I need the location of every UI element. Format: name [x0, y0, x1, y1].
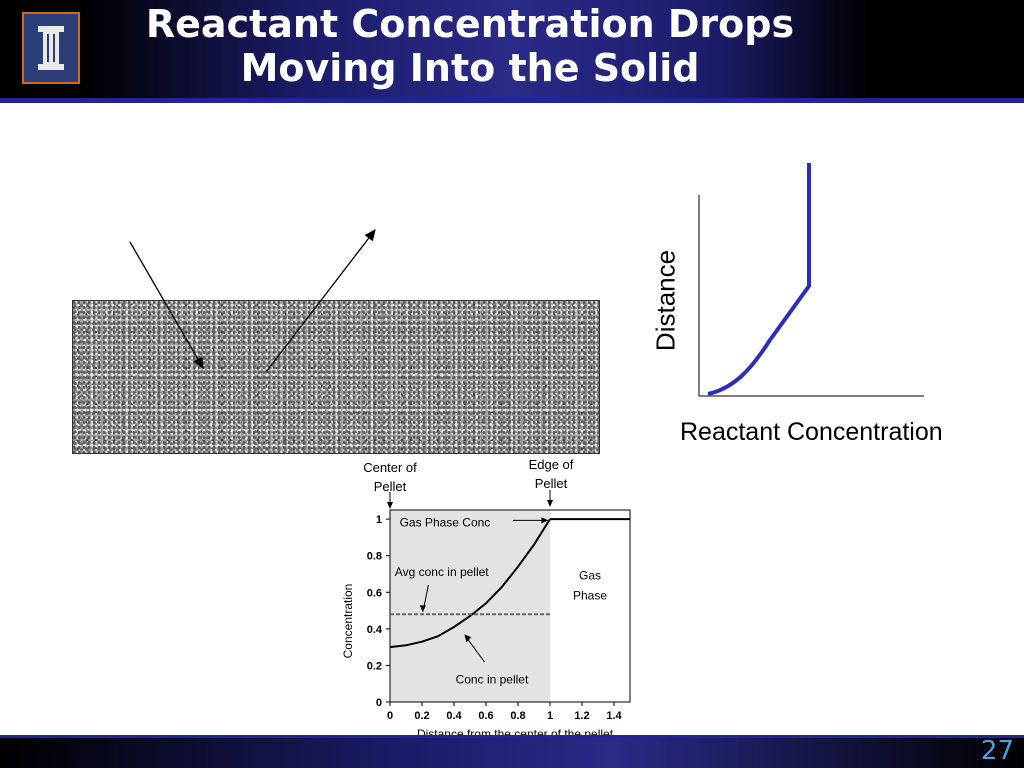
- annotation-gas-phase-line-2: Phase: [573, 589, 607, 603]
- edge-label-line-1: Edge of: [528, 457, 574, 472]
- concentration-chart: 00.20.40.60.810 0.2 0.4 0.6 0.8 1 1.2 1.4Distan…: [341, 509, 631, 741]
- x-tick-label: 0.8: [510, 710, 525, 722]
- y-tick-label: 0: [376, 697, 382, 709]
- annotation-gas-phase-arrowhead: [541, 517, 549, 524]
- slide-title: Reactant Concentration Drops Moving Into…: [100, 2, 840, 90]
- y-tick-label: 1: [376, 514, 382, 526]
- pellet-region-shade: [390, 510, 550, 702]
- reactant-concentration-label: Reactant Concentration: [680, 418, 943, 446]
- y-tick-label: 0.6: [367, 587, 382, 599]
- slide-header: [0, 0, 1024, 100]
- plot-frame: [389, 509, 631, 703]
- edge-label-line-2: Pellet: [534, 476, 568, 491]
- slide-footer: [0, 738, 1024, 768]
- y-tick-label: 0.8: [367, 551, 382, 563]
- x-tick-label: 1.4: [606, 710, 622, 722]
- annotation-avg-arrow: [423, 584, 429, 609]
- annotation-avg-arrowhead: [419, 605, 426, 613]
- slide-number: 27: [980, 736, 1014, 766]
- header-rule: [0, 98, 1024, 103]
- x-tick-label: 1.2: [574, 710, 589, 722]
- x-tick-label: 0.6: [478, 710, 493, 722]
- schematic-concentration-curve: [707, 163, 811, 396]
- footer-rule: [0, 735, 1024, 739]
- x-tick-label: 0.2: [414, 710, 429, 722]
- x-tick-label: 0: [387, 710, 393, 722]
- center-of-pellet-label: Center of Pellet: [356, 458, 424, 496]
- series-line-0: [389, 518, 551, 649]
- title-line-2: Moving Into the Solid: [240, 46, 700, 90]
- porous-pellet-slab: [72, 300, 600, 454]
- annotation-conc-arrowhead: [464, 634, 472, 643]
- annotation-conc-in-pellet: Conc in pellet: [456, 673, 529, 687]
- x-tick-label: 1: [547, 710, 553, 722]
- y-tick-label: 0.2: [367, 660, 382, 672]
- annotation-gas-phase-conc: Gas Phase Conc: [400, 515, 491, 529]
- annotation-conc-arrow: [466, 637, 485, 663]
- title-line-1: Reactant Concentration Drops: [145, 2, 795, 46]
- incoming-arrow: [129, 241, 204, 370]
- y-tick-label: 0.4: [367, 624, 383, 636]
- outgoing-arrow: [265, 228, 376, 373]
- center-label-line-1: Center of: [363, 460, 417, 475]
- annotation-gas-phase-line-1: Gas: [579, 568, 601, 582]
- university-logo-icon: [22, 12, 80, 84]
- x-tick-label: 0.4: [446, 710, 462, 722]
- distance-label: Distance: [650, 249, 681, 352]
- edge-of-pellet-label: Edge of Pellet: [516, 455, 586, 493]
- center-label-line-2: Pellet: [373, 479, 407, 494]
- annotation-avg-conc: Avg conc in pellet: [395, 565, 490, 579]
- y-axis-label: Concentration: [341, 584, 355, 659]
